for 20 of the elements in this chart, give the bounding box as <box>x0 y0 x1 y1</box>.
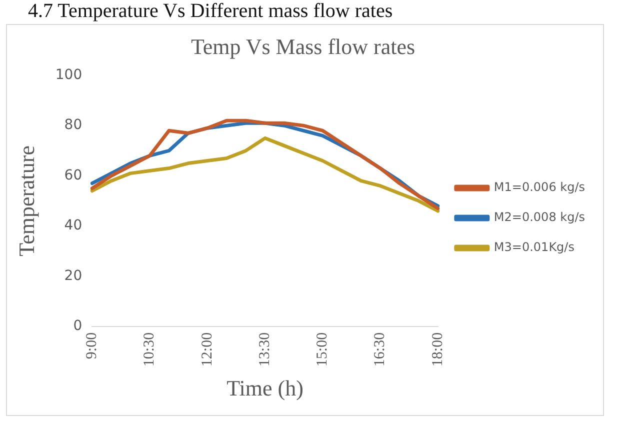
y-tick-label: 40 <box>64 218 82 234</box>
x-tick-label: 18:00 <box>430 332 446 367</box>
x-tick-label: 16:30 <box>372 332 388 367</box>
legend-label: M3=0.01Kg/s <box>494 240 574 254</box>
x-tick-label: 10:30 <box>142 332 158 367</box>
x-tick-label: 15:00 <box>314 332 331 367</box>
y-tick-label: 60 <box>64 167 82 184</box>
y-axis-title: Temperature <box>14 145 39 256</box>
x-tick-label: 9:00 <box>84 332 100 360</box>
y-tick-label: 100 <box>55 67 82 84</box>
chart-title: Temp Vs Mass flow rates <box>190 34 416 59</box>
y-tick-label: 20 <box>64 268 82 284</box>
x-tick-label: 12:00 <box>199 332 216 367</box>
legend-label: M1=0.006 kg/s <box>494 180 586 194</box>
y-tick-label: 0 <box>73 318 82 334</box>
text: 4.7 Temperature Vs Different mass flow rates <box>28 0 393 22</box>
y-tick-label: 80 <box>64 117 82 134</box>
legend-label: M2=0.008 kg/s <box>494 210 586 224</box>
x-axis-title: Time (h) <box>226 376 304 401</box>
x-tick-label: 13:30 <box>256 332 273 367</box>
